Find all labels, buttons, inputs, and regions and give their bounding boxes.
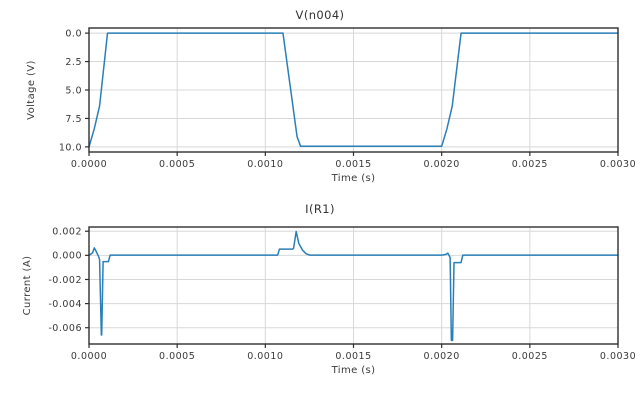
chart-title-voltage: V(n004) (295, 8, 345, 22)
x-tick-label: 0.0005 (159, 351, 195, 362)
x-tick-label: 0.0010 (247, 351, 283, 362)
y-tick-label: -0.002 (48, 275, 82, 286)
chart-panel-voltage: V(n004) 0.0000 0.0005 0.0010 0.0015 0.0020 0.… (0, 0, 640, 196)
y-tick-label: 10.0 (59, 142, 82, 153)
x-tick-label: 0.0010 (247, 159, 283, 170)
chart-title-current: I(R1) (305, 202, 335, 216)
x-tick-label: 0.0015 (335, 159, 371, 170)
data-line-current (88, 230, 619, 342)
x-tick-label: 0.0000 (71, 159, 107, 170)
x-axis-title: Time (s) (331, 365, 376, 376)
y-tick-label: 2.5 (65, 57, 82, 68)
x-tick-label: 0.0005 (159, 159, 195, 170)
x-tick-label: 0.0025 (512, 159, 548, 170)
y-tick-label: 7.5 (65, 114, 82, 125)
y-tick-label: 0.000 (52, 251, 82, 262)
plot-current: 0.0000 0.0005 0.0010 0.0015 0.0020 0.0025 0.00… (22, 226, 636, 376)
y-axis-title: Voltage (V) (26, 60, 37, 120)
data-line-voltage (88, 32, 619, 148)
y-tick-label: 0.002 (52, 227, 82, 238)
y-tick-label: 5.0 (65, 85, 82, 96)
x-tick-label: 0.0025 (512, 351, 548, 362)
x-tick-label: 0.0000 (71, 351, 107, 362)
x-tick-label: 0.0030 (600, 351, 636, 362)
x-tick-label: 0.0020 (424, 159, 460, 170)
y-tick-label: -0.006 (48, 323, 82, 334)
x-tick-label: 0.0030 (600, 159, 636, 170)
x-axis-title: Time (s) (331, 173, 376, 184)
x-tick-label: 0.0020 (424, 351, 460, 362)
y-axis-title: Current (A) (22, 256, 33, 316)
y-tick-label: 0.0 (65, 29, 82, 40)
plot-voltage: 0.0000 0.0005 0.0010 0.0015 0.0020 0.0025 0.00… (26, 27, 636, 184)
y-tick-label: -0.004 (48, 299, 82, 310)
chart-panel-current: I(R1) 0.0000 0.0005 0.0010 0.0015 0.0020 0.00… (0, 196, 640, 400)
x-tick-label: 0.0015 (335, 351, 371, 362)
